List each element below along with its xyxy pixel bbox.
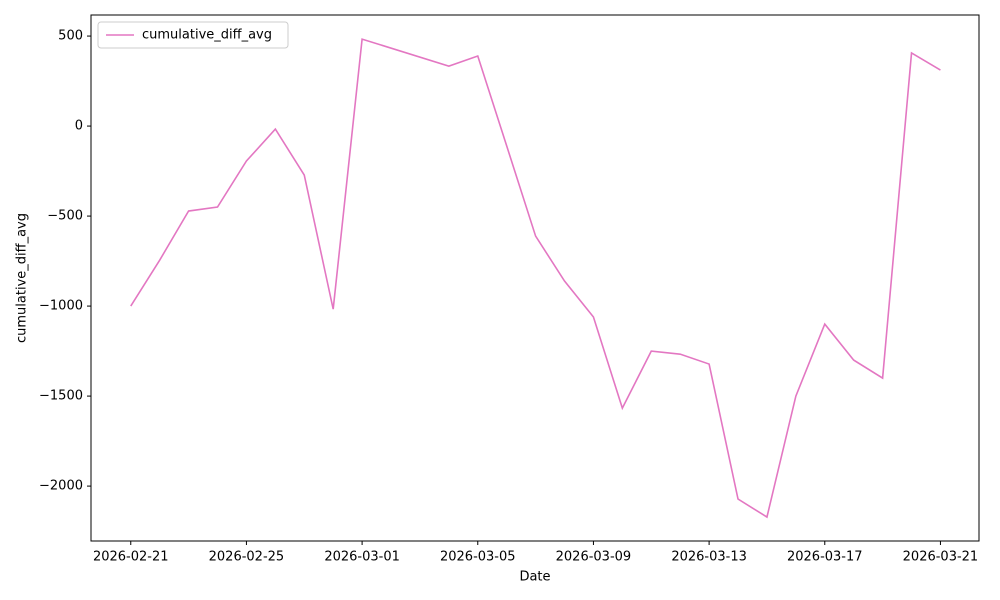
x-tick-label: 2026-03-21 <box>903 550 979 565</box>
y-tick-label: −1500 <box>39 389 83 404</box>
x-tick-label: 2026-03-13 <box>671 550 747 565</box>
x-tick-label: 2026-03-17 <box>787 550 863 565</box>
plot-frame <box>90 14 980 542</box>
x-tick-label: 2026-03-05 <box>440 550 516 565</box>
data-line <box>130 38 941 519</box>
y-axis-label: cumulative_diff_avg <box>15 213 30 343</box>
y-tick-label: 0 <box>75 119 83 134</box>
x-tick-label: 2026-03-01 <box>324 550 400 565</box>
x-tick-label: 2026-02-25 <box>209 550 285 565</box>
y-tick-label: 500 <box>58 29 83 44</box>
y-tick-label: −500 <box>47 209 83 224</box>
y-tick-label: −1000 <box>39 299 83 314</box>
x-tick-label: 2026-03-09 <box>556 550 632 565</box>
x-axis-label: Date <box>519 570 550 585</box>
legend-box <box>97 21 289 49</box>
legend-label: cumulative_diff_avg <box>142 28 272 43</box>
x-tick-label: 2026-02-21 <box>93 550 169 565</box>
y-tick-label: −2000 <box>39 479 83 494</box>
